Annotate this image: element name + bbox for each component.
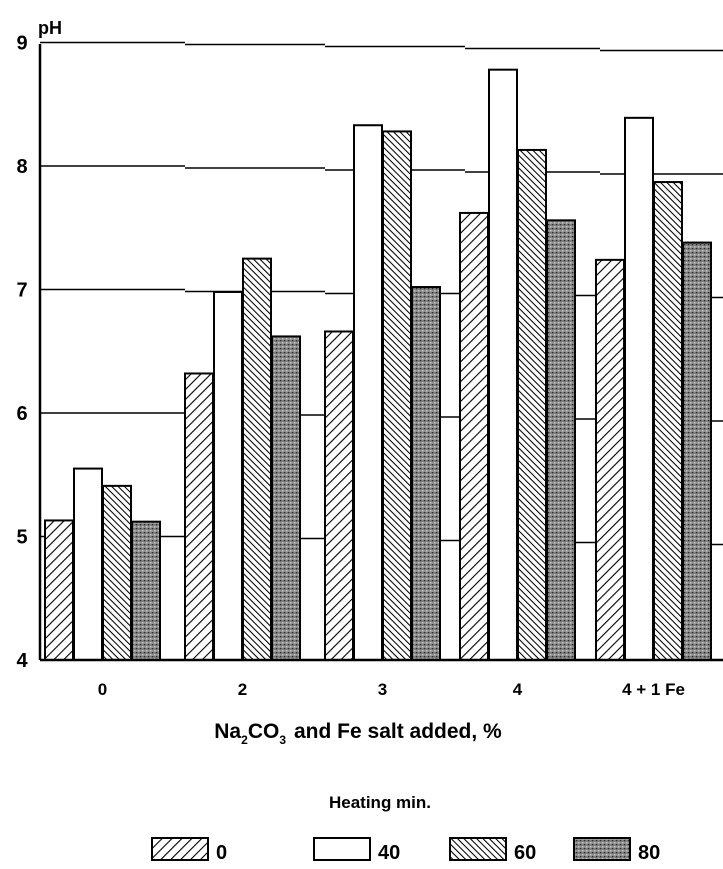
- bar-heat-80-cat-3: [546, 219, 576, 661]
- legend: 0 40 60 80: [151, 837, 660, 864]
- bar-heat-0-cat-3: [459, 211, 489, 661]
- x-category-labels: 0 2 3 4 4 + 1 Fe: [98, 680, 685, 699]
- legend-label-80: 80: [638, 842, 660, 864]
- legend-label-0: 0: [216, 842, 227, 864]
- legend-label-60: 60: [514, 842, 536, 864]
- bar-heat-40-cat-2: [353, 124, 383, 662]
- legend-swatch-40: [313, 837, 371, 861]
- bar-heat-80-cat-2: [411, 286, 441, 661]
- bar-heat-80-cat-1: [271, 335, 301, 661]
- y-tick-labels: 4 5 6 7 8 9: [16, 33, 28, 673]
- legend-swatch-0: [151, 837, 209, 861]
- x-category-2: 3: [378, 680, 387, 699]
- bar-heat-40-cat-1: [213, 290, 243, 661]
- bar-heat-60-cat-3: [517, 148, 547, 661]
- legend-label-40: 40: [378, 842, 400, 864]
- y-tick-5: 5: [16, 527, 27, 549]
- bar-heat-80-cat-0: [131, 520, 161, 661]
- x-category-0: 0: [98, 680, 107, 699]
- y-axis-label: pH: [38, 18, 62, 38]
- y-tick-9: 9: [16, 33, 27, 55]
- legend-title: Heating min.: [329, 793, 431, 812]
- bar-heat-0-cat-0: [44, 519, 74, 661]
- bar-heat-60-cat-2: [382, 130, 412, 662]
- y-tick-7: 7: [16, 280, 27, 302]
- y-tick-4: 4: [16, 650, 28, 672]
- bars: [44, 68, 712, 662]
- y-tick-8: 8: [16, 156, 27, 178]
- bar-heat-60-cat-0: [102, 484, 132, 661]
- bar-heat-40-cat-0: [73, 467, 103, 662]
- x-category-4: 4 + 1 Fe: [622, 680, 685, 699]
- legend-swatch-80: [573, 837, 631, 861]
- x-axis-label: Na2CO3 and Fe salt added, %: [214, 720, 502, 747]
- bar-heat-60-cat-4: [653, 181, 683, 661]
- x-category-3: 4: [513, 680, 523, 699]
- legend-swatch-60: [449, 837, 507, 861]
- bar-heat-80-cat-4: [682, 241, 712, 661]
- bar-heat-40-cat-4: [624, 116, 654, 661]
- bar-heat-0-cat-1: [184, 372, 214, 661]
- x-category-1: 2: [238, 680, 247, 699]
- bar-heat-0-cat-2: [324, 330, 354, 661]
- y-tick-6: 6: [16, 403, 27, 425]
- bar-heat-0-cat-4: [595, 258, 625, 661]
- bar-heat-40-cat-3: [488, 68, 518, 662]
- bar-heat-60-cat-1: [242, 257, 272, 661]
